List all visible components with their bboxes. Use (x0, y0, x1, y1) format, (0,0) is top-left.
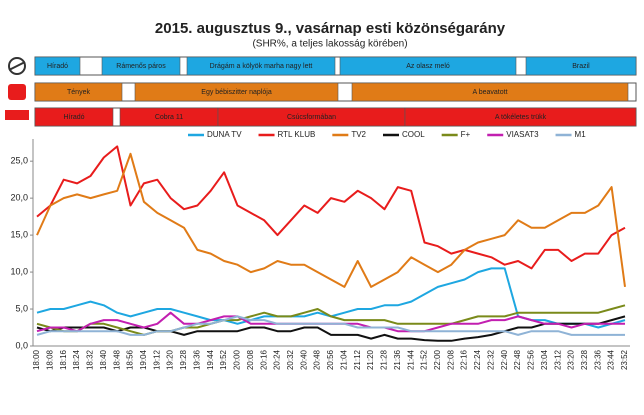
x-tick-label: 23:28 (580, 349, 589, 370)
y-tick-label: 20,0 (10, 193, 28, 203)
program-label: Egy bébiszitter naplója (201, 89, 272, 96)
y-tick-label: 10,0 (10, 266, 28, 276)
x-tick-label: 18:56 (126, 349, 135, 370)
program-block (351, 82, 629, 102)
x-tick-label: 21:12 (353, 349, 362, 370)
x-tick-label: 21:04 (339, 349, 348, 370)
x-tick-label: 18:16 (59, 349, 68, 370)
x-tick-label: 20:32 (286, 349, 295, 370)
x-tick-label: 22:56 (527, 349, 536, 370)
x-tick-label: 18:40 (99, 349, 108, 370)
legend-label: DUNA TV (207, 130, 242, 139)
series-line (36, 315, 626, 342)
program-label: Brazil (572, 63, 590, 70)
program-label: Tények (67, 89, 90, 96)
x-tick-label: 20:40 (299, 349, 308, 370)
program-block (186, 56, 336, 76)
channel-logos (5, 57, 29, 120)
y-tick-label: 25,0 (10, 156, 28, 166)
series-line (36, 267, 626, 329)
logo (8, 57, 26, 75)
x-tick-label: 22:00 (433, 349, 442, 370)
program-block (101, 56, 181, 76)
x-tick-label: 23:20 (567, 349, 576, 370)
program-label: Rámenős páros (116, 63, 166, 70)
y-tick-label: 0,0 (15, 340, 28, 350)
program-label: Az olasz meló (406, 63, 450, 70)
x-tick-label: 21:44 (406, 349, 415, 370)
series-line (36, 145, 626, 270)
legend-label: COOL (402, 130, 425, 139)
legend-label: TV2 (351, 130, 366, 139)
x-tick-label: 20:24 (273, 349, 282, 370)
x-tick-label: 21:20 (366, 349, 375, 370)
x-tick-label: 22:32 (486, 349, 495, 370)
legend-label: M1 (575, 130, 587, 139)
x-tick-label: 23:04 (540, 349, 549, 370)
program-label: Híradó (63, 114, 84, 121)
chart-title: 2015. augusztus 9., vasárnap esti közöns… (155, 20, 506, 37)
x-tick-label: 20:00 (233, 349, 242, 370)
x-tick-label: 20:48 (313, 349, 322, 370)
program-block (339, 56, 517, 76)
program-label: Cobra 11 (155, 114, 183, 121)
x-tick-label: 21:28 (380, 349, 389, 370)
x-tick-label: 23:52 (620, 349, 629, 370)
x-tick-label: 18:00 (32, 349, 41, 370)
program-block (34, 82, 123, 102)
program-label: Híradó (47, 63, 68, 70)
program-block (404, 107, 637, 127)
legend-label: VIASAT3 (506, 130, 539, 139)
x-tick-label: 23:44 (607, 349, 616, 370)
program-label: Drágám a kölyök marha nagy lett (210, 63, 313, 70)
x-tick-label: 20:16 (259, 349, 268, 370)
x-tick-label: 18:24 (72, 349, 81, 370)
program-block (34, 107, 114, 127)
x-tick-label: 18:32 (86, 349, 95, 370)
x-tick-label: 19:28 (179, 349, 188, 370)
x-tick-label: 19:20 (166, 349, 175, 370)
logo (8, 61, 26, 71)
x-tick-label: 19:36 (192, 349, 201, 370)
logo (8, 84, 26, 100)
program-block (525, 56, 637, 76)
y-tick-label: 15,0 (10, 229, 28, 239)
x-tick-label: 20:08 (246, 349, 255, 370)
x-tick-label: 22:48 (513, 349, 522, 370)
x-tick-label: 22:16 (460, 349, 469, 370)
x-tick-label: 18:08 (45, 349, 54, 370)
legend-label: RTL KLUB (278, 130, 316, 139)
x-tick-label: 22:24 (473, 349, 482, 370)
x-tick-label: 21:36 (393, 349, 402, 370)
y-tick-label: 5,0 (15, 303, 28, 313)
x-tick-label: 20:56 (326, 349, 335, 370)
chart-subtitle: (SHR%, a teljes lakosság körében) (252, 39, 407, 50)
x-tick-label: 23:12 (553, 349, 562, 370)
logo (5, 110, 29, 120)
legend-label: F+ (461, 130, 471, 139)
program-label: A beavatott (472, 89, 507, 96)
x-tick-label: 19:52 (219, 349, 228, 370)
program-block (134, 82, 339, 102)
x-tick-label: 21:52 (420, 349, 429, 370)
series-line (36, 304, 626, 336)
x-tick-label: 18:48 (112, 349, 121, 370)
series-line (36, 315, 625, 336)
x-tick-label: 22:40 (500, 349, 509, 370)
program-block (34, 56, 81, 76)
program-label: A tökéletes trükk (495, 114, 547, 121)
x-tick-label: 19:44 (206, 349, 215, 370)
x-tick-label: 19:12 (152, 349, 161, 370)
series-line (36, 152, 626, 288)
x-tick-label: 19:04 (139, 349, 148, 370)
program-label: Csúcsformában (287, 114, 336, 121)
x-tick-label: 23:36 (593, 349, 602, 370)
x-tick-label: 22:08 (446, 349, 455, 370)
